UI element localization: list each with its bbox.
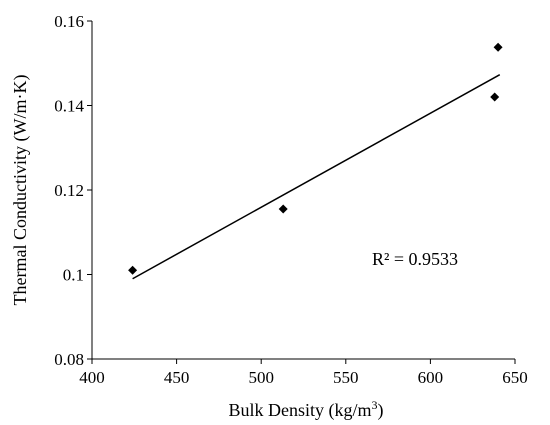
data-point [128, 265, 138, 275]
x-axis-title-main: Bulk Density (kg/m [229, 400, 372, 421]
trendline [132, 74, 501, 280]
x-axis-ticks: 400 450 500 550 600 650 [79, 359, 528, 387]
y-tick-label: 0.08 [54, 350, 84, 369]
data-point [490, 92, 500, 102]
x-tick-label: 450 [164, 368, 190, 387]
x-tick-label: 600 [418, 368, 444, 387]
data-point [278, 204, 288, 214]
y-tick-label: 0.12 [54, 181, 84, 200]
x-tick-label: 650 [502, 368, 528, 387]
x-axis-title-superscript: 3 [372, 398, 378, 412]
x-axis-title-close: ) [378, 400, 384, 421]
x-tick-label: 550 [333, 368, 359, 387]
y-tick-label: 0.1 [63, 266, 84, 285]
x-tick-label: 500 [248, 368, 274, 387]
r-squared-annotation: R² = 0.9533 [372, 249, 458, 269]
data-points [128, 42, 503, 275]
x-axis-title: Bulk Density (kg/m3) [229, 398, 384, 421]
y-tick-label: 0.14 [54, 97, 84, 116]
data-point [493, 42, 503, 52]
y-tick-label: 0.16 [54, 12, 84, 31]
y-axis-title: Thermal Conductivity (W/m·K) [10, 75, 31, 306]
y-axis-ticks: 0.08 0.1 0.12 0.14 0.16 [54, 12, 92, 369]
x-tick-label: 400 [79, 368, 105, 387]
